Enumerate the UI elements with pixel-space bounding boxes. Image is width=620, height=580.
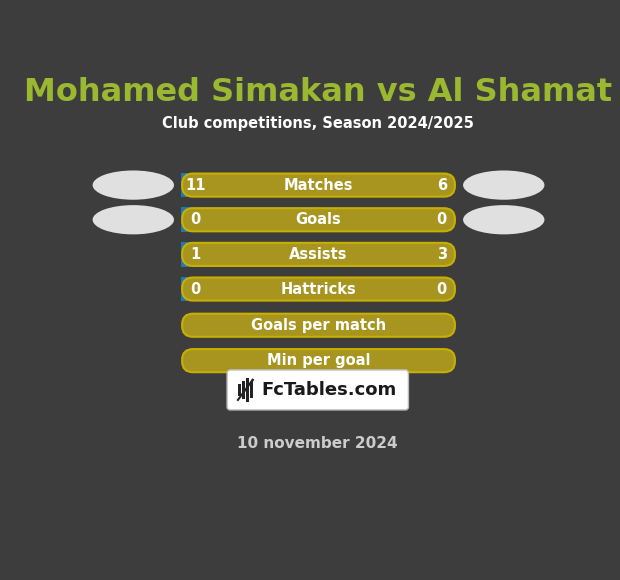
Text: FcTables.com: FcTables.com xyxy=(261,381,396,399)
FancyBboxPatch shape xyxy=(182,277,455,300)
Bar xyxy=(182,173,358,197)
Text: 3: 3 xyxy=(436,247,447,262)
Text: 0: 0 xyxy=(436,212,447,227)
FancyBboxPatch shape xyxy=(182,173,455,197)
Text: Goals: Goals xyxy=(296,212,342,227)
Text: Club competitions, Season 2024/2025: Club competitions, Season 2024/2025 xyxy=(162,116,474,131)
Bar xyxy=(182,277,319,302)
Text: Hattricks: Hattricks xyxy=(281,281,356,296)
Text: Goals per match: Goals per match xyxy=(251,318,386,333)
Bar xyxy=(249,382,253,398)
Ellipse shape xyxy=(463,205,544,234)
Text: Mohamed Simakan vs Al Shamat: Mohamed Simakan vs Al Shamat xyxy=(24,77,612,108)
FancyBboxPatch shape xyxy=(182,173,455,197)
Text: Min per goal: Min per goal xyxy=(267,353,370,368)
Text: 0: 0 xyxy=(436,281,447,296)
FancyBboxPatch shape xyxy=(182,277,455,300)
Text: 10 november 2024: 10 november 2024 xyxy=(237,436,398,451)
Bar xyxy=(246,378,249,402)
Bar xyxy=(182,242,250,267)
Ellipse shape xyxy=(92,205,174,234)
Text: 0: 0 xyxy=(190,281,200,296)
Ellipse shape xyxy=(92,171,174,200)
Text: 6: 6 xyxy=(436,177,447,193)
FancyBboxPatch shape xyxy=(182,314,455,337)
Bar xyxy=(238,383,241,396)
Text: 1: 1 xyxy=(190,247,200,262)
Text: Matches: Matches xyxy=(284,177,353,193)
Bar xyxy=(242,381,245,399)
FancyBboxPatch shape xyxy=(182,208,455,231)
FancyBboxPatch shape xyxy=(182,208,455,231)
FancyBboxPatch shape xyxy=(182,349,455,372)
FancyBboxPatch shape xyxy=(182,243,455,266)
Bar xyxy=(182,208,319,232)
Ellipse shape xyxy=(463,171,544,200)
FancyBboxPatch shape xyxy=(182,243,455,266)
Text: 11: 11 xyxy=(185,177,206,193)
FancyBboxPatch shape xyxy=(227,370,409,410)
Text: 0: 0 xyxy=(190,212,200,227)
Text: Assists: Assists xyxy=(290,247,348,262)
